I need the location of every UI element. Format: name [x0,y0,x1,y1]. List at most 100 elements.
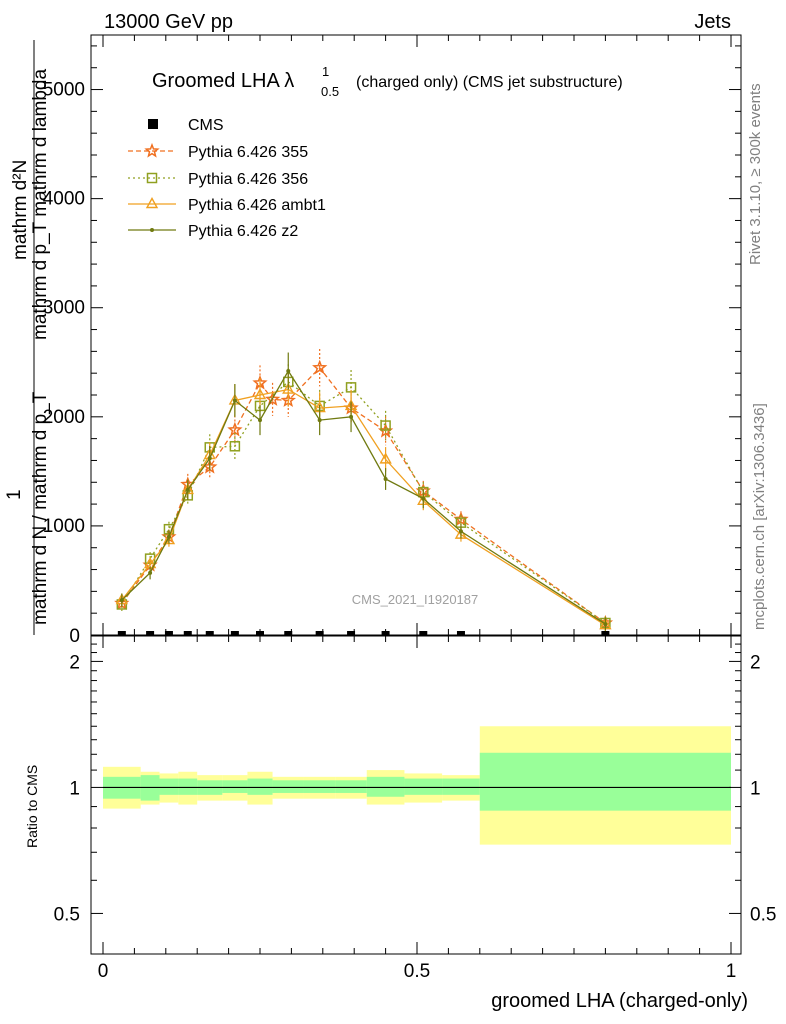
series-1 [116,364,611,630]
series-point [258,418,262,423]
legend-marker-2 [145,197,159,209]
cms-point [315,631,324,635]
rivet-label: Rivet 3.1.10, ≥ 300k events [747,83,764,265]
main-ytick-label: 4000 [43,189,85,210]
main-plot-frame [90,34,742,636]
main-axis-ticks: 1000 2000 3000 4000 5000 0 [43,35,741,647]
ratio-stat-band [222,780,248,793]
ratio-ylabel: Ratio to CMS [24,765,40,848]
series-point [421,496,426,501]
ratio-ytick-label-right: 1 [750,778,761,799]
ratio-stat-band [442,778,480,795]
title-superscript: 1 [322,64,329,79]
series-point [253,388,267,400]
series-point [458,529,463,534]
title-subscript: 0.5 [321,84,339,99]
legend-label-0: Pythia 6.426 355 [188,144,308,161]
cms-point [381,631,390,635]
ratio-data-layer [103,726,731,845]
main-ytick-label: 1000 [43,516,85,537]
legend-label-1: Pythia 6.426 356 [188,171,308,188]
header-right: Jets [694,11,731,33]
legend-label-2: Pythia 6.426 ambt1 [188,197,326,214]
series-point [286,369,291,373]
series-point [603,622,608,627]
main-ylabel: mathrm d²N mathrm d p_T mathrm d lambda … [4,40,51,635]
series-point [264,391,281,406]
series-point [119,598,124,603]
ratio-ytick-label-right: 2 [750,652,761,673]
x-axis-label: groomed LHA (charged-only) [491,990,748,1012]
title-rest: (charged only) (CMS jet substructure) [356,74,623,91]
ylabel-fraction-numerator: 1 [4,489,25,500]
header-left: 13000 GeV pp [104,11,233,33]
ylabel-denominator-top: mathrm d p_T mathrm d lambda [30,69,51,340]
ratio-stat-band [366,776,405,797]
series-point [166,534,171,539]
series-line [121,381,606,624]
main-ytick-label: 5000 [43,80,85,101]
ratio-stat-band [303,780,336,793]
ratio-axis-ticks: 0.5 0.5 1 1 2 2 0 0.5 1 [54,636,776,982]
main-data-layer [114,349,614,635]
legend-marker-1 [146,172,158,184]
series-point [229,441,241,452]
cms-point [347,631,356,635]
series-point [148,570,153,575]
series-line [121,388,606,626]
legend-label-3: Pythia 6.426 z2 [188,223,298,240]
cms-point [230,631,239,635]
legend: CMS Pythia 6.426 355 Pythia 6.426 356 Pythi… [128,117,326,240]
series-point [232,398,237,403]
ratio-xtick-label: 0 [98,961,109,982]
series-point [207,456,212,461]
cms-point [146,631,155,635]
cms-point [601,631,610,635]
mcplots-label: mcplots.cern.ch [arXiv:1306.3436] [751,403,768,630]
series-line [121,366,606,624]
legend-marker-0 [144,142,160,158]
series-line [121,369,606,625]
series-point [383,477,388,481]
ratio-stat-band [272,780,304,793]
series-3 [119,352,608,631]
ratio-stat-band [404,778,443,795]
series-point [282,382,295,394]
legend-marker-3 [150,228,154,232]
main-ytick-label: 2000 [43,407,85,428]
cms-point [456,631,465,635]
series-point [349,414,354,419]
ylabel-numerator: mathrm d²N [10,160,31,260]
ratio-xtick-label: 1 [726,961,737,982]
ratio-stat-band [178,778,198,795]
legend-marker-cms [148,119,158,129]
cms-point [117,631,126,635]
ratio-ytick-label: 2 [69,652,80,673]
ratio-ytick-label: 0.5 [54,904,80,925]
series-point [380,420,391,431]
ylabel-denominator: mathrm d N / mathrm d p_T [30,391,51,625]
cms-point [419,631,428,635]
cms-point [256,631,264,635]
cms-points [117,631,610,635]
series-point [312,359,328,375]
cms-point [164,631,173,635]
title-main: Groomed LHA λ [152,70,294,92]
series-point [227,421,243,437]
ratio-ytick-label: 1 [69,778,80,799]
ratio-plot-frame [90,635,742,955]
analysis-watermark: CMS_2021_I1920187 [352,592,479,607]
series-point [317,418,322,423]
cms-point [183,631,192,635]
ratio-stat-band [247,778,273,795]
main-ytick-label: 3000 [43,298,85,319]
ratio-ytick-label-right: 0.5 [750,904,776,925]
main-ytick-label-zero: 0 [69,626,80,647]
cms-point [284,631,293,635]
series-point [379,452,392,464]
ratio-stat-band [159,778,179,795]
ratio-xtick-label: 0.5 [404,961,430,982]
main-title: Groomed LHA λ 1 0.5 (charged only) (CMS … [152,64,623,99]
series-point [185,487,190,492]
ratio-stat-band [479,752,731,811]
